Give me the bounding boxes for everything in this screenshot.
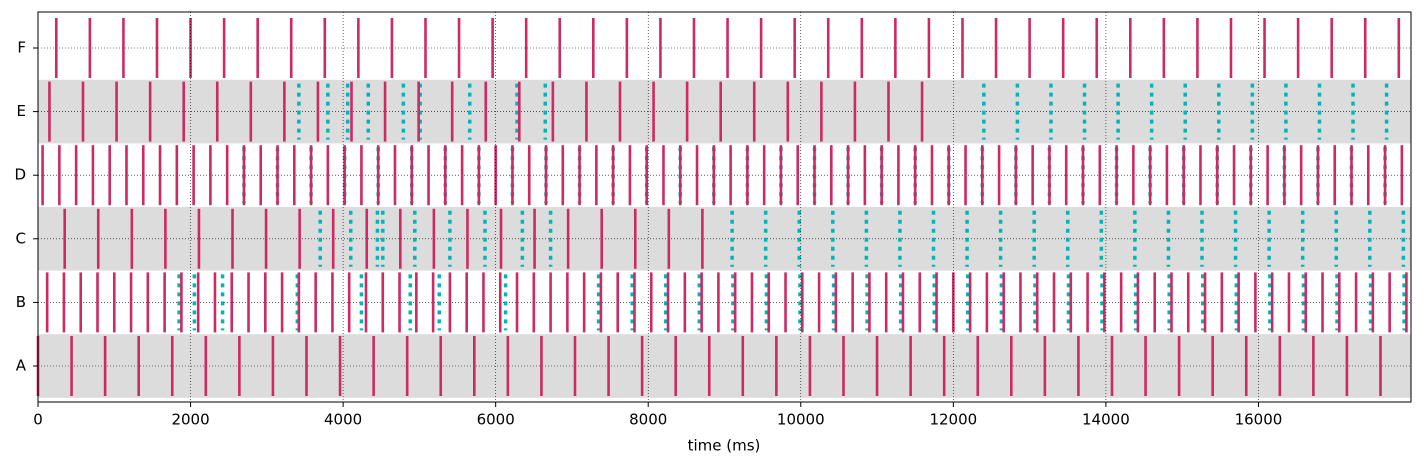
y-tick-label: C xyxy=(16,229,26,247)
x-tick-label: 2000 xyxy=(171,411,209,429)
x-tick-label: 10000 xyxy=(777,411,825,429)
x-tick-label: 6000 xyxy=(477,411,515,429)
x-tick-label: 0 xyxy=(33,411,43,429)
x-axis-label: time (ms) xyxy=(688,437,761,455)
x-tick-label: 8000 xyxy=(629,411,667,429)
y-tick-label: A xyxy=(16,357,27,375)
x-tick-label: 4000 xyxy=(324,411,362,429)
x-tick-label: 16000 xyxy=(1235,411,1283,429)
x-tick-label: 14000 xyxy=(1082,411,1130,429)
x-tick-label: 12000 xyxy=(929,411,977,429)
y-tick-label: D xyxy=(14,166,26,184)
plot-frame xyxy=(37,11,1412,403)
y-tick-label: B xyxy=(16,293,26,311)
y-tick-label: F xyxy=(17,39,26,57)
y-tick-label: E xyxy=(17,102,26,120)
